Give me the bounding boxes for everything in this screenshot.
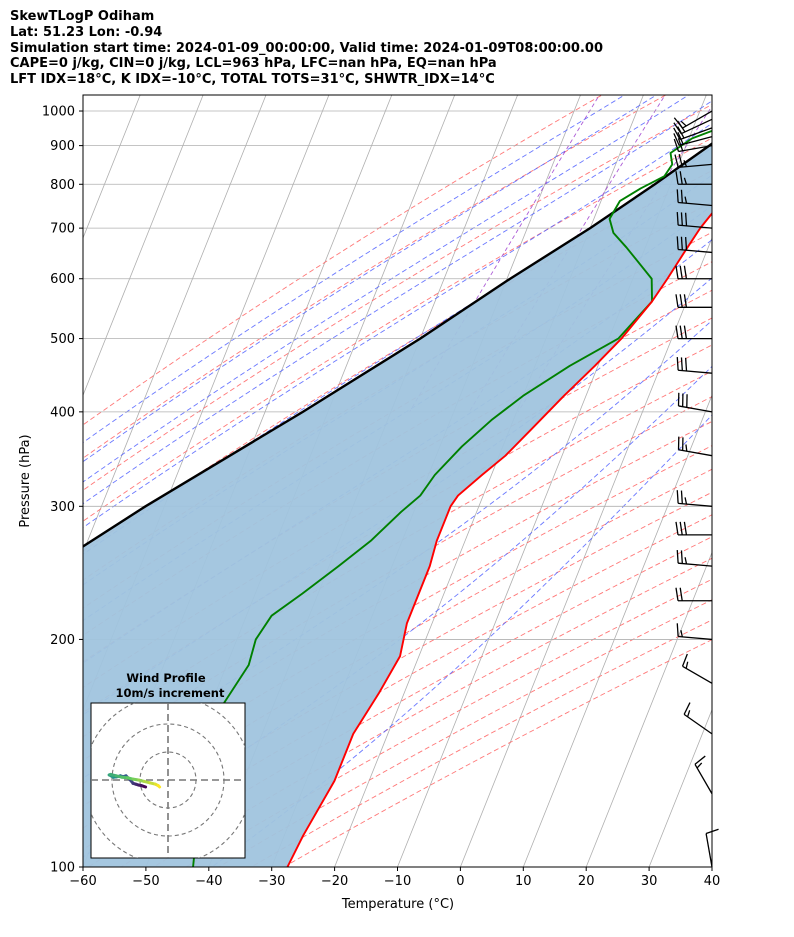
isotherm-line [334, 95, 644, 867]
x-tick-label: 10 [515, 874, 532, 889]
dry-adiabat-line [83, 103, 712, 491]
isotherm-line [522, 394, 712, 867]
isotherm-line [83, 95, 141, 240]
wind-barb [677, 392, 713, 413]
wind-barb [674, 154, 713, 168]
y-tick-label: 900 [50, 139, 75, 154]
wind-barb [675, 325, 712, 340]
wind-barb [675, 294, 712, 308]
title-station: SkewTLogP Odiham [10, 9, 155, 24]
y-axis-label: Pressure (hPa) [18, 434, 33, 527]
wind-barb [675, 587, 712, 602]
x-tick-label: −40 [195, 874, 222, 889]
x-tick-label: 40 [704, 874, 721, 889]
isotherm-line [648, 708, 712, 867]
wind-barb [681, 653, 713, 684]
parcel-profile-line [83, 142, 712, 548]
moist-adiabat-line [83, 365, 712, 858]
title-cape-indices: CAPE=0 j/kg, CIN=0 j/kg, LCL=963 hPa, LF… [10, 56, 497, 72]
temperature-line [286, 211, 712, 867]
wind-barb [694, 755, 713, 795]
wind-barb [676, 236, 713, 254]
hodograph [90, 702, 246, 859]
hodograph-subtitle: 10m/s increment [116, 686, 225, 700]
wind-barb [676, 550, 713, 567]
isotherm-line [711, 865, 712, 867]
y-tick-label: 800 [50, 178, 75, 193]
x-tick-label: 30 [641, 874, 658, 889]
x-tick-label: −60 [69, 874, 96, 889]
x-tick-label: 0 [456, 874, 464, 889]
y-tick-label: 200 [50, 633, 75, 648]
dry-adiabat-line [83, 95, 667, 459]
hodograph-plot [91, 703, 245, 858]
y-tick-label: 400 [50, 405, 75, 420]
wind-barb [675, 265, 712, 280]
axes: −60 −50 −40 −30 −20 −10 0 10 20 30 40 1000 900 800 700… [42, 105, 720, 889]
dry-adiabat-line [83, 420, 712, 785]
title-location: Lat: 51.23 Lon: -0.94 [10, 24, 163, 40]
x-tick-label: −50 [132, 874, 159, 889]
y-tick-label: 300 [50, 500, 75, 515]
isotherm-line [83, 95, 267, 554]
moist-adiabat-line [211, 414, 712, 867]
dry-adiabat-line [83, 445, 712, 807]
wind-barb [677, 436, 713, 457]
isotherm-line [585, 551, 712, 867]
wind-barb [676, 357, 713, 374]
isotherm-line [459, 236, 712, 867]
x-tick-label: −30 [258, 874, 285, 889]
sounding-traces [83, 129, 712, 867]
dry-adiabat-line [120, 536, 712, 867]
hodograph-title: Wind Profile [126, 671, 206, 685]
wind-barb [673, 138, 713, 153]
y-tick-label: 1000 [42, 105, 75, 120]
moist-adiabat-line [83, 100, 712, 505]
x-axis-label: Temperature (°C) [341, 897, 454, 912]
wind-barb [676, 189, 713, 207]
dry-adiabat-line [83, 95, 603, 426]
wind-barb [676, 490, 713, 507]
y-tick-label: 600 [50, 272, 75, 287]
dry-adiabat-line [83, 491, 712, 850]
wind-barb [683, 702, 713, 735]
x-tick-label: −10 [384, 874, 411, 889]
title-stability-indices: LFT IDX=18°C, K IDX=-10°C, TOTAL TOTS=31… [10, 72, 495, 88]
dewpoint-line [192, 129, 712, 867]
isotherm-line [0, 80, 83, 902]
hodograph-trace-segment [156, 784, 162, 789]
title-times: Simulation start time: 2024-01-09_00:00:… [10, 40, 603, 56]
wind-barbs [673, 110, 719, 868]
wind-barb [673, 132, 713, 147]
x-tick-label: 20 [578, 874, 595, 889]
wind-barb [675, 521, 712, 536]
wind-barb [675, 171, 712, 185]
y-tick-label: 500 [50, 332, 75, 347]
wind-barb [676, 211, 713, 229]
cin-shade-area [83, 143, 712, 867]
x-tick-label: −20 [321, 874, 348, 889]
wind-barb [673, 126, 713, 141]
chart-title-block: SkewTLogP Odiham Lat: 51.23 Lon: -0.94 S… [10, 9, 790, 88]
wind-barb [705, 828, 719, 868]
y-tick-label: 100 [50, 861, 75, 876]
wind-barb [676, 623, 713, 641]
mixing-ratio-line [468, 95, 666, 413]
y-tick-label: 700 [50, 222, 75, 237]
isotherm-line [83, 95, 204, 397]
